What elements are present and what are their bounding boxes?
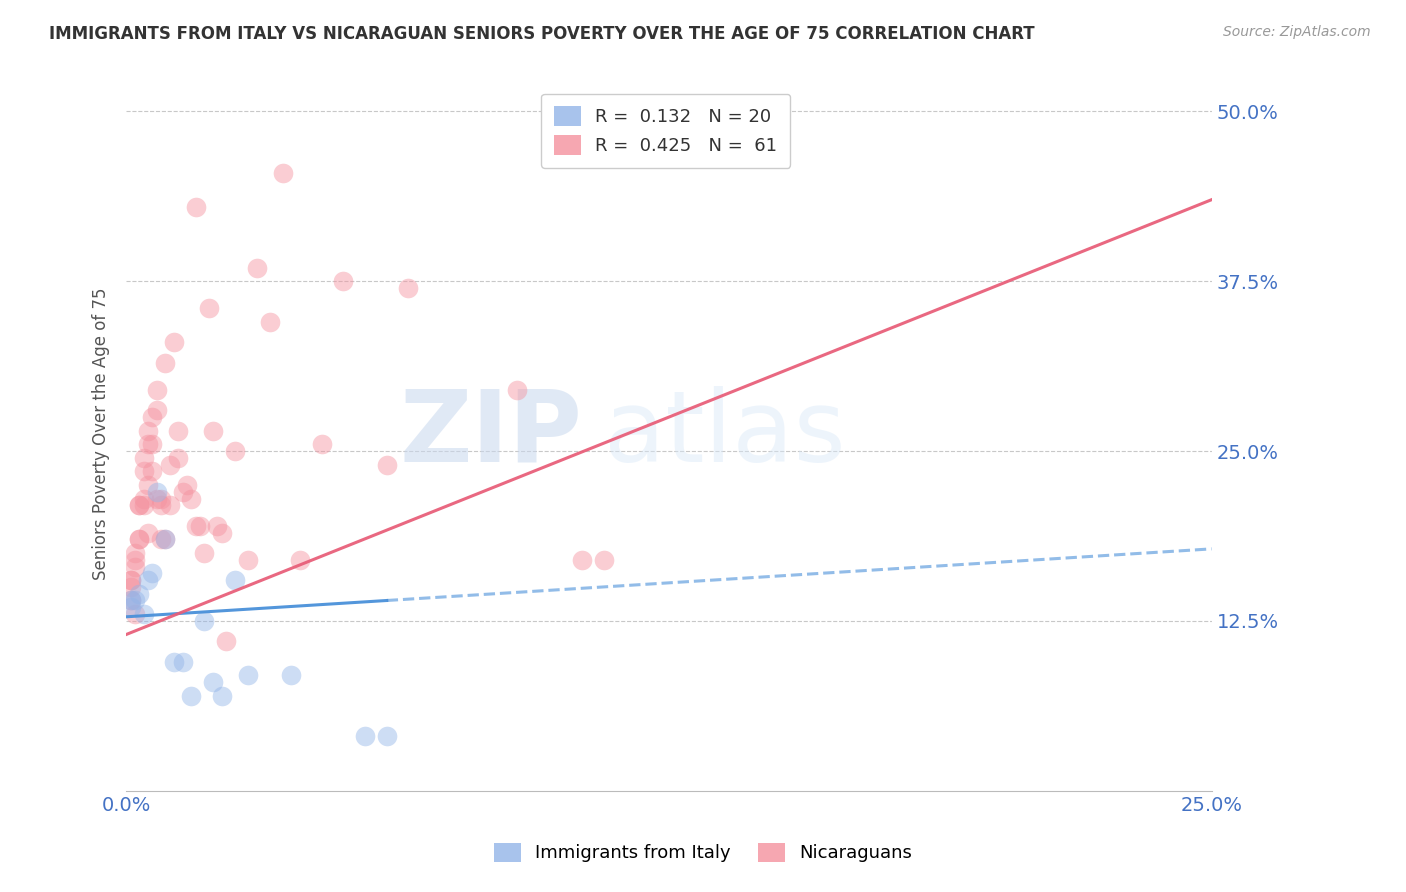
- Point: [120, 593, 142, 607]
- Point: [132, 491, 155, 506]
- Point: [136, 424, 159, 438]
- Point: [124, 553, 146, 567]
- Point: [202, 424, 225, 438]
- Point: [184, 518, 207, 533]
- Point: [224, 573, 246, 587]
- Point: [136, 478, 159, 492]
- Point: [354, 730, 377, 744]
- Point: [176, 478, 198, 492]
- Point: [224, 444, 246, 458]
- Point: [141, 437, 163, 451]
- Point: [245, 260, 267, 275]
- Point: [136, 573, 159, 587]
- Point: [236, 553, 259, 567]
- Point: [172, 484, 194, 499]
- Point: [163, 655, 186, 669]
- Point: [280, 668, 302, 682]
- Point: [159, 458, 181, 472]
- Point: [150, 491, 173, 506]
- Point: [128, 587, 150, 601]
- Point: [288, 553, 311, 567]
- Point: [571, 553, 593, 567]
- Point: [506, 383, 529, 397]
- Point: [271, 165, 294, 179]
- Point: [128, 533, 150, 547]
- Point: [211, 689, 233, 703]
- Text: IMMIGRANTS FROM ITALY VS NICARAGUAN SENIORS POVERTY OVER THE AGE OF 75 CORRELATI: IMMIGRANTS FROM ITALY VS NICARAGUAN SENI…: [49, 25, 1035, 43]
- Text: Source: ZipAtlas.com: Source: ZipAtlas.com: [1223, 25, 1371, 39]
- Legend: Immigrants from Italy, Nicaraguans: Immigrants from Italy, Nicaraguans: [486, 836, 920, 870]
- Point: [128, 499, 150, 513]
- Point: [375, 730, 398, 744]
- Point: [120, 573, 142, 587]
- Point: [124, 607, 146, 621]
- Point: [150, 533, 173, 547]
- Point: [193, 546, 215, 560]
- Point: [141, 410, 163, 425]
- Point: [236, 668, 259, 682]
- Legend: R =  0.132   N = 20, R =  0.425   N =  61: R = 0.132 N = 20, R = 0.425 N = 61: [541, 94, 790, 168]
- Point: [124, 546, 146, 560]
- Point: [215, 634, 238, 648]
- Point: [128, 533, 150, 547]
- Point: [132, 450, 155, 465]
- Point: [136, 525, 159, 540]
- Point: [120, 593, 142, 607]
- Point: [120, 580, 142, 594]
- Point: [132, 499, 155, 513]
- Point: [188, 518, 211, 533]
- Point: [141, 465, 163, 479]
- Y-axis label: Seniors Poverty Over the Age of 75: Seniors Poverty Over the Age of 75: [93, 288, 110, 581]
- Point: [145, 484, 167, 499]
- Point: [193, 614, 215, 628]
- Point: [120, 600, 142, 615]
- Point: [311, 437, 333, 451]
- Point: [592, 553, 614, 567]
- Point: [155, 533, 177, 547]
- Point: [136, 437, 159, 451]
- Text: atlas: atlas: [603, 385, 845, 483]
- Point: [259, 315, 281, 329]
- Point: [167, 424, 190, 438]
- Point: [141, 566, 163, 581]
- Point: [398, 281, 420, 295]
- Point: [163, 335, 186, 350]
- Point: [120, 573, 142, 587]
- Point: [155, 533, 177, 547]
- Point: [124, 559, 146, 574]
- Point: [124, 593, 146, 607]
- Point: [150, 499, 173, 513]
- Point: [202, 675, 225, 690]
- Point: [145, 491, 167, 506]
- Point: [167, 450, 190, 465]
- Point: [128, 499, 150, 513]
- Point: [132, 465, 155, 479]
- Point: [332, 274, 354, 288]
- Point: [155, 356, 177, 370]
- Point: [207, 518, 229, 533]
- Point: [197, 301, 219, 316]
- Point: [211, 525, 233, 540]
- Point: [172, 655, 194, 669]
- Point: [180, 491, 202, 506]
- Point: [184, 200, 207, 214]
- Point: [145, 403, 167, 417]
- Text: ZIP: ZIP: [399, 385, 582, 483]
- Point: [132, 607, 155, 621]
- Point: [159, 499, 181, 513]
- Point: [180, 689, 202, 703]
- Point: [375, 458, 398, 472]
- Point: [145, 383, 167, 397]
